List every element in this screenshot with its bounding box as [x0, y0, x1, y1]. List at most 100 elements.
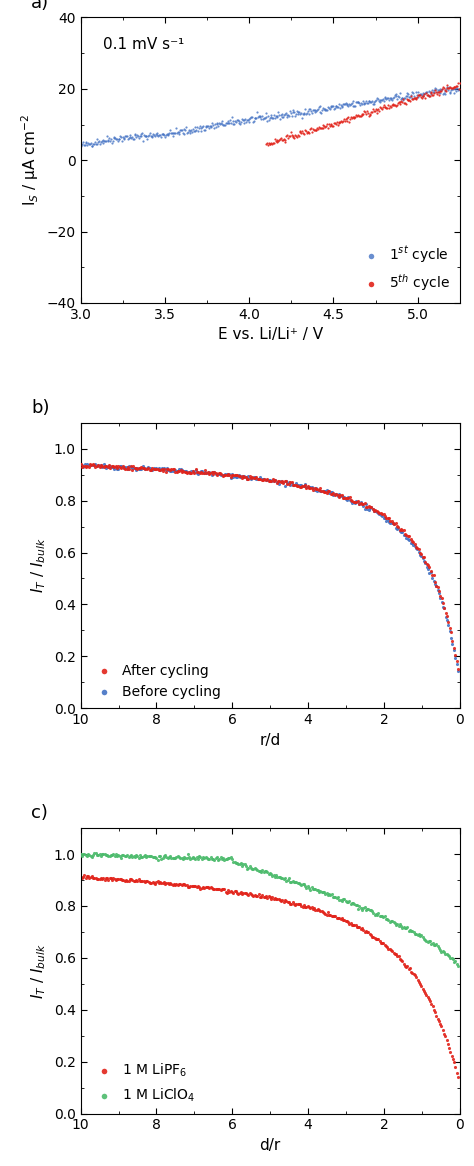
5$^{th}$ cycle — [326, 117, 334, 135]
1 M LiPF$_6$ — [321, 905, 329, 923]
1 M LiClO$_4$ — [317, 881, 324, 900]
Before cycling — [370, 501, 378, 520]
1 M LiClO$_4$ — [351, 894, 358, 913]
1$^{st}$ cycle — [91, 135, 98, 154]
1 M LiPF$_6$ — [223, 883, 231, 901]
After cycling — [339, 489, 346, 507]
5$^{th}$ cycle — [322, 117, 330, 135]
After cycling — [412, 538, 420, 556]
After cycling — [261, 470, 268, 489]
1$^{st}$ cycle — [199, 118, 206, 136]
After cycling — [304, 477, 311, 496]
Before cycling — [212, 465, 219, 484]
1 M LiClO$_4$ — [405, 922, 412, 941]
1$^{st}$ cycle — [262, 108, 269, 127]
5$^{th}$ cycle — [295, 126, 302, 145]
After cycling — [450, 639, 457, 658]
Before cycling — [234, 468, 241, 486]
Before cycling — [162, 462, 170, 480]
1$^{st}$ cycle — [159, 125, 166, 143]
Before cycling — [256, 468, 264, 486]
Before cycling — [288, 475, 295, 493]
1$^{st}$ cycle — [235, 112, 242, 131]
After cycling — [215, 464, 222, 483]
1$^{st}$ cycle — [267, 105, 274, 124]
1 M LiPF$_6$ — [232, 881, 239, 900]
1 M LiClO$_4$ — [195, 847, 203, 865]
5$^{th}$ cycle — [286, 127, 294, 146]
Before cycling — [266, 471, 273, 490]
1 M LiPF$_6$ — [227, 881, 235, 900]
1 M LiClO$_4$ — [389, 912, 396, 930]
After cycling — [430, 566, 438, 584]
After cycling — [91, 458, 99, 477]
5$^{th}$ cycle — [421, 89, 429, 107]
1$^{st}$ cycle — [395, 87, 403, 106]
1 M LiPF$_6$ — [307, 898, 314, 916]
After cycling — [449, 632, 456, 651]
5$^{th}$ cycle — [387, 97, 394, 115]
1$^{st}$ cycle — [90, 134, 97, 153]
1 M LiClO$_4$ — [294, 873, 301, 892]
1 M LiPF$_6$ — [169, 876, 176, 894]
1 M LiClO$_4$ — [96, 845, 103, 864]
1 M LiClO$_4$ — [416, 927, 424, 946]
1 M LiPF$_6$ — [437, 1014, 444, 1033]
1 M LiClO$_4$ — [421, 930, 429, 949]
1$^{st}$ cycle — [376, 91, 383, 110]
5$^{th}$ cycle — [277, 129, 285, 148]
1 M LiClO$_4$ — [320, 883, 328, 901]
Before cycling — [255, 470, 263, 489]
1 M LiClO$_4$ — [131, 848, 138, 866]
1$^{st}$ cycle — [207, 117, 214, 135]
1 M LiClO$_4$ — [217, 848, 225, 866]
1 M LiClO$_4$ — [150, 848, 157, 866]
After cycling — [164, 459, 171, 478]
1 M LiClO$_4$ — [323, 884, 330, 902]
After cycling — [427, 562, 435, 581]
1 M LiPF$_6$ — [252, 886, 260, 905]
1 M LiClO$_4$ — [286, 872, 294, 891]
1 M LiPF$_6$ — [344, 913, 352, 932]
1 M LiPF$_6$ — [189, 877, 197, 895]
1$^{st}$ cycle — [108, 133, 116, 152]
5$^{th}$ cycle — [443, 76, 450, 94]
After cycling — [294, 477, 302, 496]
1$^{st}$ cycle — [151, 127, 159, 146]
1 M LiClO$_4$ — [285, 869, 292, 887]
Before cycling — [135, 459, 143, 478]
Before cycling — [389, 513, 397, 532]
1$^{st}$ cycle — [349, 97, 356, 115]
1 M LiClO$_4$ — [179, 850, 187, 869]
1 M LiPF$_6$ — [370, 927, 377, 946]
5$^{th}$ cycle — [430, 84, 438, 103]
Before cycling — [188, 462, 195, 480]
Before cycling — [345, 489, 352, 507]
After cycling — [301, 476, 309, 494]
1 M LiClO$_4$ — [189, 848, 197, 866]
After cycling — [180, 462, 187, 480]
1$^{st}$ cycle — [451, 79, 458, 98]
1$^{st}$ cycle — [127, 126, 134, 145]
1 M LiClO$_4$ — [87, 847, 94, 865]
1 M LiClO$_4$ — [411, 925, 419, 943]
5$^{th}$ cycle — [359, 106, 366, 125]
After cycling — [280, 473, 287, 492]
1$^{st}$ cycle — [78, 136, 85, 155]
Before cycling — [164, 458, 171, 477]
1$^{st}$ cycle — [244, 111, 252, 129]
5$^{th}$ cycle — [292, 127, 300, 146]
5$^{th}$ cycle — [303, 124, 310, 142]
Before cycling — [311, 480, 319, 499]
1 M LiClO$_4$ — [437, 940, 444, 958]
Before cycling — [418, 547, 425, 566]
1 M LiClO$_4$ — [208, 850, 216, 869]
Before cycling — [208, 465, 216, 484]
1 M LiPF$_6$ — [440, 1025, 448, 1044]
1$^{st}$ cycle — [181, 125, 188, 143]
5$^{th}$ cycle — [381, 98, 388, 117]
Before cycling — [326, 484, 333, 503]
After cycling — [115, 457, 122, 476]
1$^{st}$ cycle — [121, 127, 129, 146]
1$^{st}$ cycle — [350, 97, 358, 115]
